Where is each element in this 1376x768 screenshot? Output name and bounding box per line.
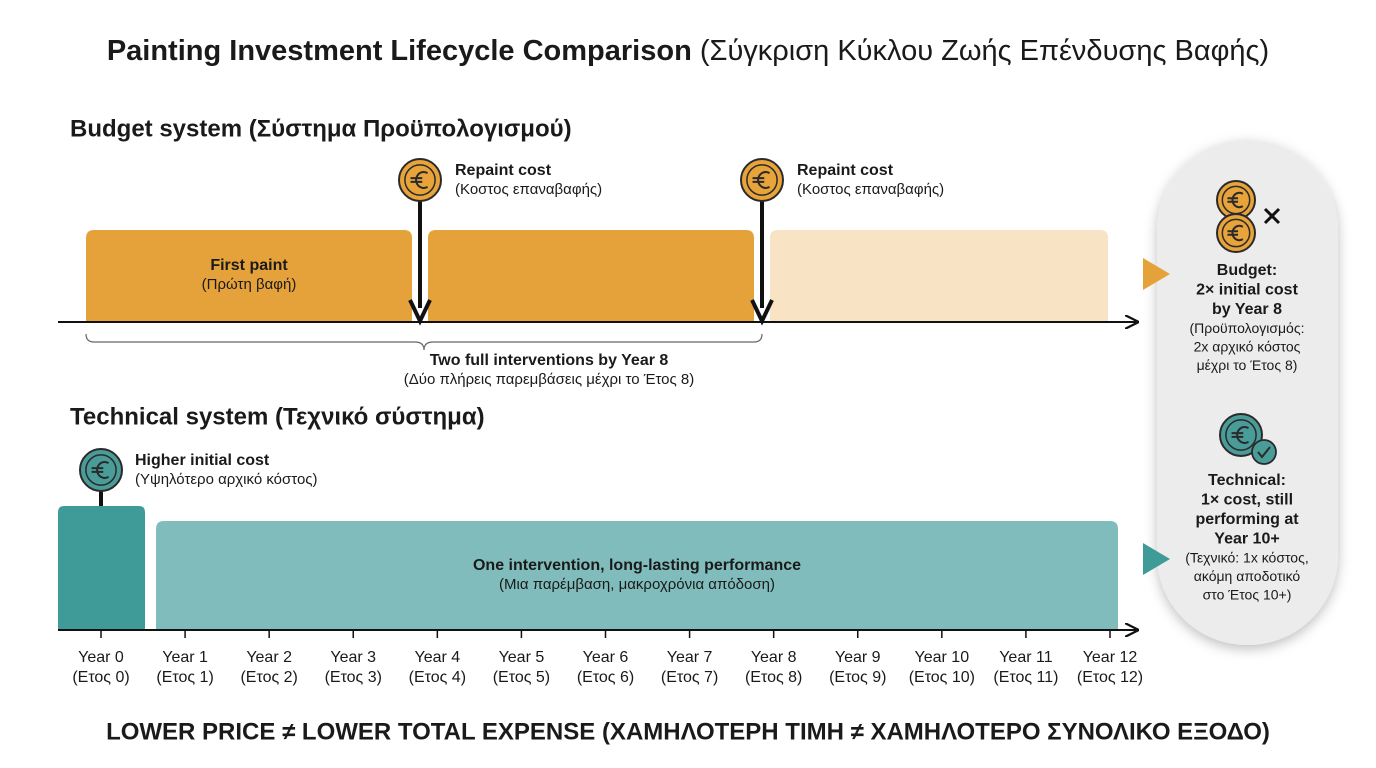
summary-bold: performing at [1195, 511, 1299, 528]
budget-heading: Budget system (Σύστημα Προϋπολογισμού) [70, 115, 572, 142]
first-paint-bar [86, 230, 412, 322]
year-sub: (Ετος 2) [240, 669, 297, 686]
technical-pointer [1143, 543, 1170, 575]
brace-sub: (Δύο πλήρεις παρεμβάσεις μέχρι το Έτος 8… [404, 371, 695, 388]
euro-sign [1231, 426, 1250, 444]
budget-pointer [1143, 258, 1170, 290]
year-label: Year 9 [835, 649, 881, 666]
summary-bold: Budget: [1217, 262, 1277, 279]
year-sub: (Ετος 3) [325, 669, 382, 686]
performance-bar [156, 521, 1118, 630]
repaint-sub: (Κοστος επαναβαφής) [797, 181, 944, 198]
title-sub: (Σύγκριση Κύκλου Ζωής Επένδυσης Βαφής) [700, 35, 1269, 67]
performance-label: One intervention, long-lasting performan… [473, 557, 801, 574]
summary-bold: 1× cost, still [1201, 492, 1293, 509]
year-label: Year 8 [751, 649, 797, 666]
year-sub: (Ετος 4) [409, 669, 466, 686]
year-sub: (Ετος 11) [993, 669, 1058, 686]
year-label: Year 6 [583, 649, 629, 666]
year-label: Year 11 [999, 649, 1052, 666]
performance-sub: (Μια παρέμβαση, μακροχρόνια απόδοση) [499, 576, 775, 593]
title-main: Painting Investment Lifecycle Comparison [107, 35, 692, 67]
check-mark [1257, 446, 1271, 459]
coin-rim [1221, 218, 1251, 248]
future-bar [770, 230, 1108, 322]
euro-sign [410, 171, 429, 189]
year-sub: (Ετος 9) [829, 669, 886, 686]
summary-bold: Year 10+ [1214, 531, 1279, 548]
initial-cost-sub: (Υψηλότερο αρχικό κόστος) [135, 471, 318, 488]
repaint-arrowhead [750, 299, 774, 326]
repaint-arrowhead [408, 299, 432, 326]
summary-sub: (Τεχνικό: 1x κόστος, [1185, 550, 1308, 566]
year-sub: (Ετος 10) [909, 669, 975, 686]
brace-label: Two full interventions by Year 8 [430, 352, 669, 369]
year-label: Year 7 [667, 649, 713, 666]
year-sub: (Ετος 0) [72, 669, 129, 686]
year-label: Year 4 [414, 649, 460, 666]
euro-sign [1227, 224, 1244, 242]
year-label: Year 2 [246, 649, 292, 666]
year-sub: (Ετος 7) [661, 669, 718, 686]
summary-sub: (Προϋπολογισμός: [1190, 320, 1305, 336]
summary-sub: μέχρι το Έτος 8) [1197, 357, 1298, 373]
times-icon [1263, 207, 1281, 225]
year-label: Year 10 [915, 649, 970, 666]
repaint-label: Repaint cost [797, 162, 894, 179]
summary-panel [1157, 140, 1338, 645]
initial-cost-label: Higher initial cost [135, 452, 270, 469]
year-sub: (Ετος 12) [1077, 669, 1143, 686]
initial-bar [58, 506, 145, 630]
repaint-label: Repaint cost [455, 162, 552, 179]
brace [85, 333, 763, 351]
summary-bold: Technical: [1208, 472, 1286, 489]
coin-rim [404, 164, 436, 196]
coin-rim [1225, 419, 1257, 451]
first-paint-label: First paint [210, 257, 288, 274]
check-badge [1251, 439, 1277, 465]
year-label: Year 1 [162, 649, 208, 666]
repaint-sub: (Κοστος επαναβαφής) [455, 181, 602, 198]
euro-sign [1227, 191, 1244, 209]
footer: LOWER PRICE ≠ LOWER TOTAL EXPENSE (ΧΑΜΗΛ… [106, 718, 1270, 745]
repaint-bar [428, 230, 754, 322]
coin-rim [746, 164, 778, 196]
euro-sign [91, 461, 110, 479]
summary-sub: 2x αρχικό κόστος [1194, 339, 1301, 355]
summary-sub: στο Έτος 10+) [1203, 587, 1292, 603]
euro-sign [752, 171, 771, 189]
year-label: Year 12 [1083, 649, 1138, 666]
summary-bold: 2× initial cost [1196, 282, 1298, 299]
summary-sub: ακόμη αποδοτικό [1194, 568, 1301, 584]
year-label: Year 5 [499, 649, 545, 666]
coin-rim [85, 454, 117, 486]
year-label: Year 0 [78, 649, 124, 666]
first-paint-sub: (Πρώτη βαφή) [202, 276, 297, 293]
title: Painting Investment Lifecycle Comparison… [107, 35, 1269, 67]
year-label: Year 3 [330, 649, 376, 666]
year-sub: (Ετος 5) [493, 669, 550, 686]
year-sub: (Ετος 8) [745, 669, 802, 686]
year-sub: (Ετος 1) [156, 669, 213, 686]
technical-heading: Technical system (Τεχνικό σύστημα) [70, 403, 485, 430]
year-sub: (Ετος 6) [577, 669, 634, 686]
summary-bold: by Year 8 [1212, 301, 1282, 318]
